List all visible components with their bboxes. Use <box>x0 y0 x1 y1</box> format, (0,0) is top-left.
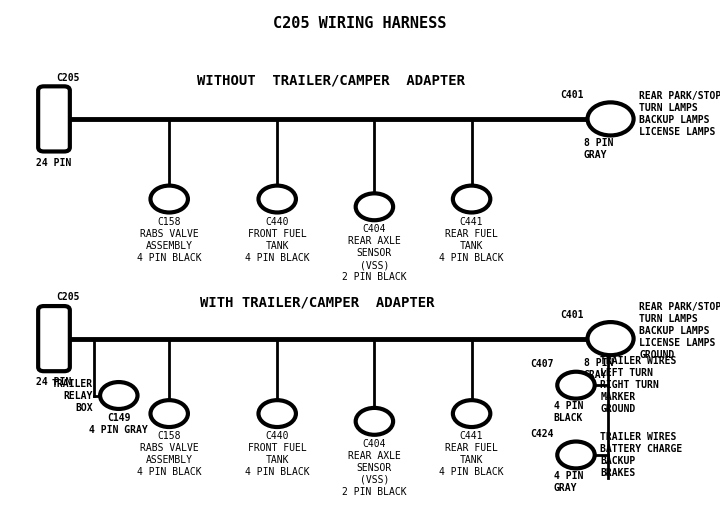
Text: TRAILER WIRES
LEFT TURN
RIGHT TURN
MARKER
GROUND: TRAILER WIRES LEFT TURN RIGHT TURN MARKE… <box>600 356 677 414</box>
Text: 24 PIN: 24 PIN <box>37 377 71 387</box>
Text: C205: C205 <box>56 73 80 83</box>
Text: 8 PIN
GRAY: 8 PIN GRAY <box>584 358 613 380</box>
Text: C205 WIRING HARNESS: C205 WIRING HARNESS <box>274 16 446 31</box>
Text: C404
REAR AXLE
SENSOR
(VSS)
2 PIN BLACK: C404 REAR AXLE SENSOR (VSS) 2 PIN BLACK <box>342 439 407 497</box>
Text: 24 PIN: 24 PIN <box>37 158 71 168</box>
Text: C205: C205 <box>56 293 80 302</box>
Text: C158
RABS VALVE
ASSEMBLY
4 PIN BLACK: C158 RABS VALVE ASSEMBLY 4 PIN BLACK <box>137 217 202 263</box>
Circle shape <box>557 372 595 399</box>
Text: 4 PIN
GRAY: 4 PIN GRAY <box>554 471 583 493</box>
Circle shape <box>258 400 296 427</box>
Text: REAR PARK/STOP
TURN LAMPS
BACKUP LAMPS
LICENSE LAMPS: REAR PARK/STOP TURN LAMPS BACKUP LAMPS L… <box>639 91 720 136</box>
FancyBboxPatch shape <box>38 86 70 151</box>
Text: TRAILER
RELAY
BOX: TRAILER RELAY BOX <box>52 378 93 413</box>
Circle shape <box>588 322 634 355</box>
Text: C441
REAR FUEL
TANK
4 PIN BLACK: C441 REAR FUEL TANK 4 PIN BLACK <box>439 431 504 477</box>
Text: WITHOUT  TRAILER/CAMPER  ADAPTER: WITHOUT TRAILER/CAMPER ADAPTER <box>197 73 465 87</box>
Text: C149
4 PIN GRAY: C149 4 PIN GRAY <box>89 413 148 435</box>
Circle shape <box>150 400 188 427</box>
Circle shape <box>356 193 393 220</box>
Text: TRAILER WIRES
BATTERY CHARGE
BACKUP
BRAKES: TRAILER WIRES BATTERY CHARGE BACKUP BRAK… <box>600 432 683 478</box>
Text: 4 PIN
BLACK: 4 PIN BLACK <box>554 401 583 423</box>
Text: C441
REAR FUEL
TANK
4 PIN BLACK: C441 REAR FUEL TANK 4 PIN BLACK <box>439 217 504 263</box>
Text: REAR PARK/STOP
TURN LAMPS
BACKUP LAMPS
LICENSE LAMPS
GROUND: REAR PARK/STOP TURN LAMPS BACKUP LAMPS L… <box>639 302 720 360</box>
Text: WITH TRAILER/CAMPER  ADAPTER: WITH TRAILER/CAMPER ADAPTER <box>199 295 434 310</box>
Circle shape <box>453 400 490 427</box>
Circle shape <box>453 186 490 212</box>
Circle shape <box>356 408 393 435</box>
Text: C401: C401 <box>560 90 584 100</box>
Text: C440
FRONT FUEL
TANK
4 PIN BLACK: C440 FRONT FUEL TANK 4 PIN BLACK <box>245 431 310 477</box>
Text: C401: C401 <box>560 310 584 320</box>
Text: 8 PIN
GRAY: 8 PIN GRAY <box>584 138 613 160</box>
Text: C424: C424 <box>530 429 554 439</box>
Text: C158
RABS VALVE
ASSEMBLY
4 PIN BLACK: C158 RABS VALVE ASSEMBLY 4 PIN BLACK <box>137 431 202 477</box>
Circle shape <box>150 186 188 212</box>
Text: C404
REAR AXLE
SENSOR
(VSS)
2 PIN BLACK: C404 REAR AXLE SENSOR (VSS) 2 PIN BLACK <box>342 224 407 282</box>
Text: C440
FRONT FUEL
TANK
4 PIN BLACK: C440 FRONT FUEL TANK 4 PIN BLACK <box>245 217 310 263</box>
Text: C407: C407 <box>530 359 554 369</box>
Circle shape <box>588 102 634 135</box>
Circle shape <box>100 382 138 409</box>
Circle shape <box>557 442 595 468</box>
FancyBboxPatch shape <box>38 306 70 371</box>
Circle shape <box>258 186 296 212</box>
